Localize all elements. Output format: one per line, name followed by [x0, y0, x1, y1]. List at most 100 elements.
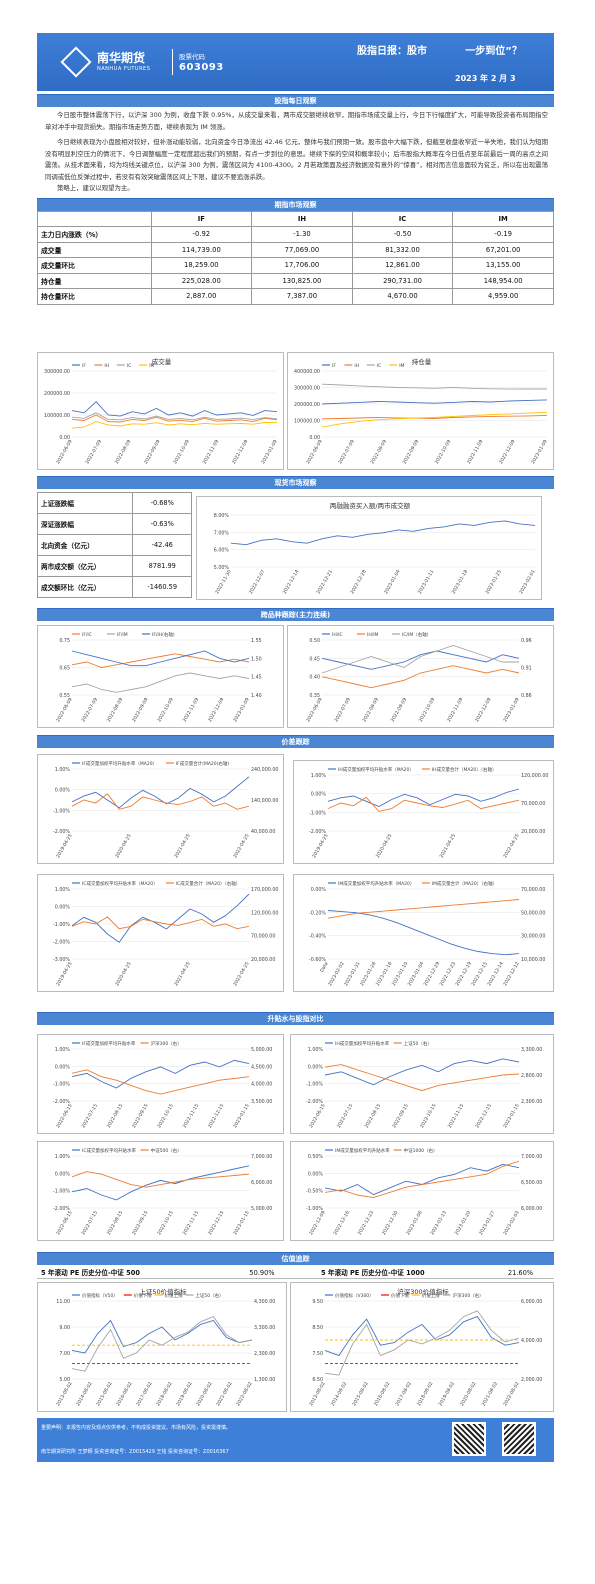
- x-tick-label: 2023-02-03: [502, 1210, 521, 1236]
- chart-value-50: 上证50价值指标 价值指标（V50） 价值下限 价值上限 上证50（右） 11.00 9.0…: [37, 1282, 287, 1412]
- series-line: [230, 520, 536, 546]
- table-cell: -42.46: [132, 534, 192, 556]
- cross-if-chart-svg: IF/IC IF/IM IF/IH(右轴) 0.75 0.65 0.55 1.55 1.50 1…: [55, 631, 262, 723]
- y-tick-label: -3.00%: [53, 957, 70, 963]
- logo-english: NANHUA FUTURES: [97, 66, 151, 72]
- series-line: [71, 1069, 250, 1095]
- legend-label: IC/IM（右轴）: [402, 631, 431, 638]
- x-tick-label: 2020-08-02: [459, 1381, 478, 1407]
- series-line: [71, 1059, 250, 1089]
- legend-label: 沪深300（右）: [151, 1040, 182, 1047]
- table-cell: -0.50: [351, 226, 454, 243]
- table-cell: -1460.59: [132, 576, 192, 598]
- legend-label: 价值上限: [422, 1292, 440, 1299]
- y-tick-label: 1.00%: [55, 1047, 71, 1053]
- chart-title: 持仓量: [412, 357, 432, 366]
- series-line: [324, 1058, 520, 1086]
- y2-tick-label: 1.40: [251, 693, 262, 699]
- x-tick-label: 2022-12-14: [282, 569, 301, 595]
- y2-tick-label: 0.91: [521, 666, 532, 672]
- table-cell: 2,887.00: [150, 288, 253, 305]
- chart-margin-ratio: 两融融资买入额/两市成交额 8.00% 7.00% 6.00% 5.00% 2022-11…: [196, 496, 542, 600]
- table-cell: 67,201.00: [452, 241, 554, 258]
- y-tick-label: 0.50: [309, 638, 320, 644]
- y-tick-label: 0.00: [309, 435, 320, 441]
- x-tick-label: 2013-08-02: [308, 1381, 327, 1407]
- x-tick-label: 2022-12-15: [474, 1103, 493, 1129]
- y2-tick-label: 30,000.00: [521, 934, 545, 940]
- table-cell: 225,028.00: [150, 272, 253, 289]
- y-tick-label: 0.45: [309, 656, 320, 662]
- report-title: 股指日报：股市 一步到位”？: [357, 46, 522, 57]
- y-tick-label: 400000.00: [294, 369, 320, 375]
- spread-im-chart-svg: IM成交量加权平均升贴水率（MA20） IM成交量合计（MA20）（右轴） 0.00…: [309, 880, 545, 987]
- x-tick-label: 2022-06-09: [305, 697, 324, 723]
- oi-chart-svg: 持仓量 IF IH IC IM 400000.00 300000.00 200000.00 10…: [294, 357, 549, 465]
- x-tick-label: 2022-12-09: [207, 697, 226, 723]
- basis-im-chart-svg: IM成交量加权平均升贴水率 中证1000（右） 0.50% 0.00% -0.50% -1…: [306, 1147, 542, 1236]
- y-tick-label: 5.00: [59, 1377, 70, 1383]
- x-tick-label: 2019-04-25: [55, 833, 74, 859]
- legend-label: IM: [149, 363, 154, 369]
- legend-label: 价值下限: [391, 1292, 409, 1299]
- table-header-cell: IF: [150, 210, 253, 227]
- y2-tick-label: 1.50: [251, 656, 262, 662]
- y2-tick-label: 70,000.00: [521, 801, 545, 807]
- table-cell: -0.63%: [132, 513, 192, 535]
- y2-tick-label: 2,300.00: [521, 1099, 542, 1105]
- series-line: [71, 916, 250, 930]
- y2-tick-label: 4,500.00: [251, 1064, 272, 1070]
- row-label: 成交量: [37, 241, 152, 258]
- y2-tick-label: 2,800.00: [521, 1073, 542, 1079]
- x-tick-label: 2023-01-31: [343, 961, 362, 987]
- y-tick-label: 0.00%: [55, 1171, 71, 1177]
- section-valuation-title: 估值追踪: [37, 1252, 554, 1265]
- x-tick-label: 2023-01-13: [429, 1210, 448, 1236]
- section-futures-title: 期指市场观察: [37, 197, 554, 211]
- x-tick-label: 2023-01-25: [484, 569, 503, 595]
- legend-label: IH/IM: [367, 632, 379, 638]
- y-tick-label: 0.50%: [308, 1154, 324, 1160]
- legend-label: IM成交量加权平均升贴水率: [335, 1147, 390, 1154]
- x-tick-label: 2022-06-09: [305, 439, 324, 465]
- y2-tick-label: 4,000.00: [251, 1082, 272, 1088]
- y-tick-label: -1.00%: [53, 808, 70, 814]
- x-tick-label: 2023-01-09: [530, 439, 549, 465]
- x-tick-label: 2023-01-10: [391, 961, 410, 987]
- table-cell: 18,259.00: [150, 257, 253, 274]
- y-tick-label: 0.00%: [311, 887, 327, 893]
- section-daily-title: 股指每日观察: [37, 94, 554, 107]
- x-tick-label: 2022-07-15: [80, 1210, 99, 1236]
- legend-label: 价值指标（V300）: [335, 1292, 374, 1299]
- x-tick-label: 2017-08-02: [135, 1381, 154, 1407]
- row-label: 成交额环比（亿元）: [36, 576, 134, 598]
- y-tick-label: -0.40%: [309, 934, 326, 940]
- series-line: [71, 414, 278, 423]
- x-tick-label: 2021-04-25: [173, 961, 192, 987]
- chart-basis-ih: IH成交量加权平均升贴水率 上证50（右） 1.00% 0.00% -1.00% -2.0…: [290, 1034, 554, 1134]
- y-tick-label: 0.00%: [55, 1064, 71, 1070]
- legend-label: IF成交量加权平均升贴水率（MA20）: [82, 760, 157, 767]
- series-line: [71, 1319, 253, 1354]
- x-tick-label: 2023-01-27: [478, 1210, 497, 1236]
- x-tick-label: 2022-08-02: [235, 1381, 254, 1407]
- table-row: 深证涨跌幅 -0.63%: [36, 513, 192, 535]
- legend-label: 中证1000（右）: [404, 1147, 438, 1154]
- y-tick-label: -2.00%: [53, 829, 70, 835]
- chart-spread-im: IM成交量加权平均升贴水率（MA20） IM成交量合计（MA20）（右轴） 0.00…: [293, 874, 554, 992]
- series-line: [71, 421, 278, 429]
- x-tick-label: 2022-12-23: [439, 961, 458, 987]
- legend-label: IF: [332, 363, 336, 369]
- x-tick-label: 2023-01-26: [359, 961, 378, 987]
- row-label: 主力日内涨跌（%）: [37, 226, 152, 243]
- chart-open-interest: 持仓量 IF IH IC IM 400000.00 300000.00 200000.00 10…: [287, 352, 554, 470]
- y-tick-label: -2.00%: [53, 1206, 70, 1212]
- x-tick-label: 2021-04-25: [173, 833, 192, 859]
- x-tick-label: 2023-01-09: [232, 697, 251, 723]
- y-tick-label: 0.35: [309, 693, 320, 699]
- table-cell: -0.92: [150, 226, 253, 243]
- x-tick-label: 2023-01-18: [451, 569, 470, 595]
- y-tick-label: 0.00%: [308, 1171, 324, 1177]
- y2-tick-label: 20,000.00: [251, 957, 275, 963]
- series-line: [321, 414, 548, 420]
